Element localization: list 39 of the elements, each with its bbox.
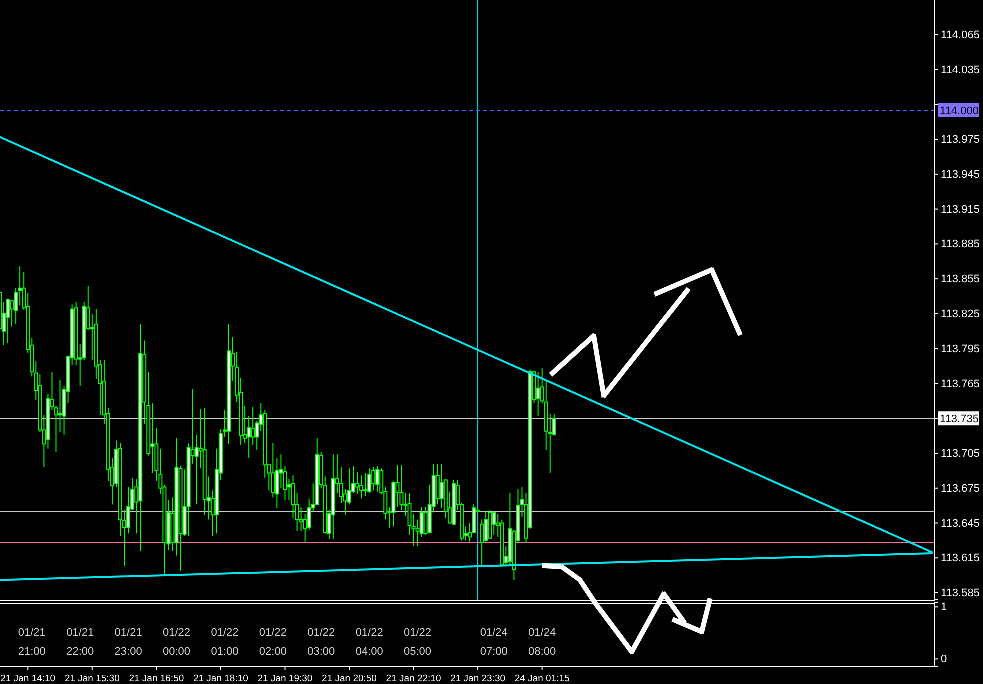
y-tick-label: 113.645 <box>941 518 980 530</box>
y-tick-label: 1 <box>941 602 948 614</box>
x-tick-label: 01/21 22:00 <box>66 627 94 658</box>
ref-line-label: 114.000 <box>940 105 979 118</box>
x-tick-label: 01/21 21:00 <box>18 627 46 658</box>
y-tick-label: 114.035 <box>941 64 980 76</box>
x-tick-label: 01/21 23:00 <box>114 627 142 658</box>
x-tick-label: 01/22 05:00 <box>404 627 432 658</box>
y-tick-label: 113.585 <box>941 588 980 600</box>
x-tick-label: 21 Jan 18:10 <box>193 674 248 684</box>
x-tick-label: 21 Jan 19:30 <box>258 674 313 684</box>
x-tick-label: 01/22 01:00 <box>211 627 239 658</box>
x-tick-label: 21 Jan 14:10 <box>0 674 56 684</box>
y-tick-label: 113.675 <box>941 482 980 495</box>
x-tick-label: 21 Jan 16:50 <box>129 674 184 684</box>
y-tick-label: 113.945 <box>941 168 980 181</box>
y-tick-label: 114.065 <box>941 29 980 42</box>
x-tick-label: 01/22 02:00 <box>259 627 287 658</box>
ref-line-label: 113.735 <box>940 413 979 426</box>
x-tick-label: 01/24 08:00 <box>528 627 556 658</box>
x-tick-label: 21 Jan 22:10 <box>386 674 442 684</box>
y-tick-label: 113.705 <box>941 448 980 460</box>
x-tick-label: 01/24 07:00 <box>480 627 508 658</box>
x-tick-label: 21 Jan 15:30 <box>64 674 120 684</box>
y-tick-label: 113.855 <box>941 274 980 286</box>
y-tick-label: 113.885 <box>941 238 980 251</box>
x-tick-label: 24 Jan 01:15 <box>514 674 570 684</box>
y-tick-label: 113.915 <box>941 204 980 216</box>
x-tick-label: 01/22 00:00 <box>162 627 191 658</box>
x-tick-label: 21 Jan 20:50 <box>322 674 377 684</box>
y-tick-label: 113.975 <box>941 134 980 146</box>
x-tick-label: 01/22 03:00 <box>308 627 336 658</box>
y-tick-label: 113.615 <box>941 552 980 565</box>
x-tick-label: 21 Jan 23:30 <box>450 674 506 684</box>
y-tick-label: 113.795 <box>941 343 980 356</box>
y-tick-label: 0 <box>941 654 948 666</box>
y-tick-label: 113.765 <box>941 378 980 390</box>
x-tick-label: 01/22 04:00 <box>356 627 384 658</box>
y-tick-label: 113.825 <box>941 308 980 320</box>
